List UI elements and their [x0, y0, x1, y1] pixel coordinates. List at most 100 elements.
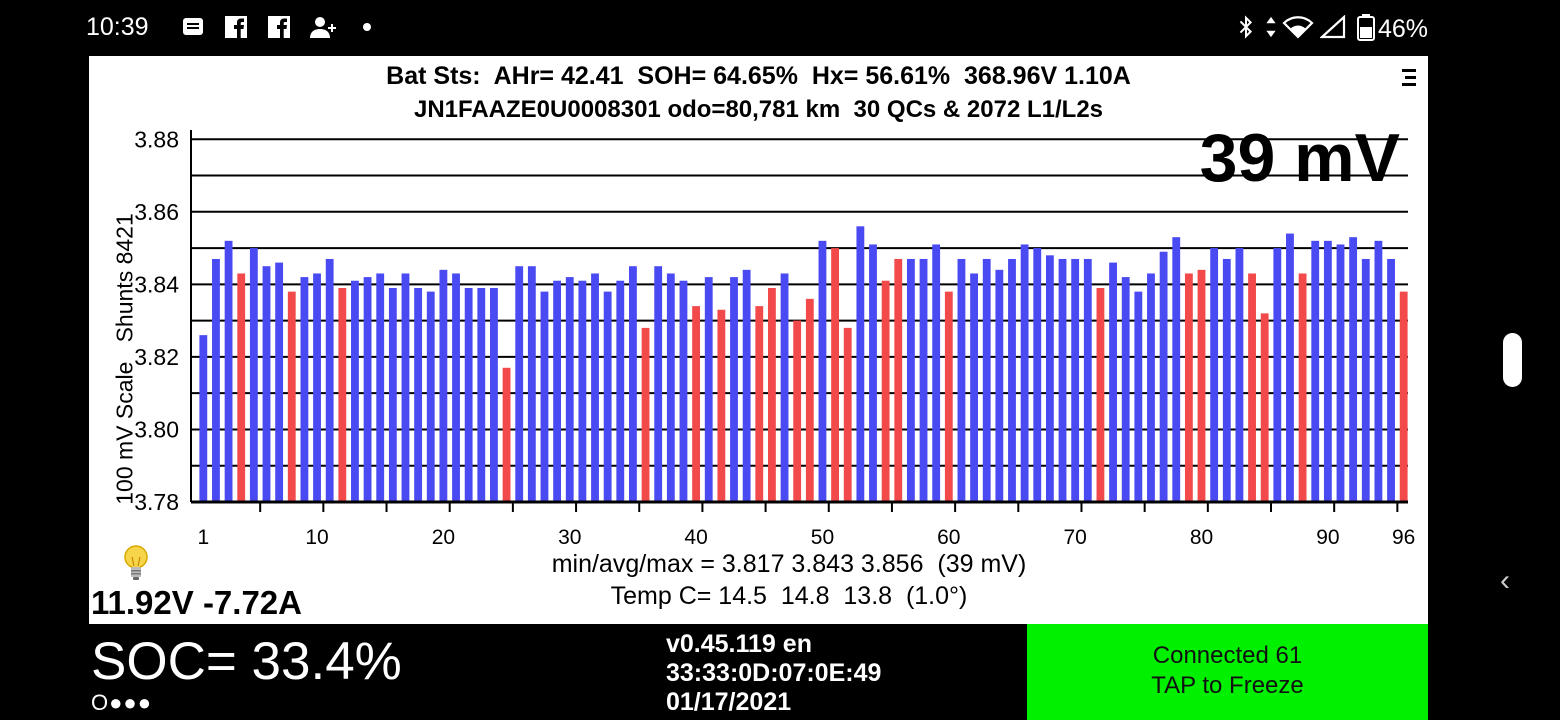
current-date: 01/17/2021 [666, 688, 792, 716]
x-tick-label: 40 [684, 526, 707, 546]
y-tick-label: 3.78 [134, 489, 179, 515]
cell-bar [767, 287, 776, 502]
signal-icon [1320, 15, 1346, 39]
lightbulb-icon[interactable] [121, 544, 151, 584]
x-tick-label: 90 [1316, 526, 1339, 546]
app-version: v0.45.119 en [666, 630, 812, 658]
cell-bar [780, 273, 789, 502]
cell-bar [1096, 287, 1105, 502]
tap-to-freeze-label: TAP to Freeze [1151, 672, 1304, 699]
message-icon [183, 18, 203, 35]
cell-bar [654, 266, 663, 502]
cell-bar [1399, 291, 1408, 502]
cell-bar [1210, 248, 1219, 502]
x-tick-label: 70 [1063, 526, 1086, 546]
cell-bar [1197, 269, 1206, 502]
vehicle-info-line: JN1FAAZE0U0008301 odo=80,781 km 30 QCs &… [413, 96, 1104, 123]
cell-bar [1020, 244, 1029, 502]
cell-bar [831, 248, 840, 502]
y-tick-label: 3.80 [134, 416, 179, 442]
cell-bar [401, 273, 410, 502]
dot-icon [363, 23, 371, 31]
cell-bar [982, 258, 991, 502]
cell-bar [376, 273, 385, 502]
cell-bar [452, 273, 460, 502]
cell-bar [1045, 255, 1054, 502]
cell-bar [275, 262, 284, 502]
cell-bar [1387, 258, 1395, 502]
y-tick-label: 3.86 [134, 199, 179, 225]
cell-bar [818, 240, 827, 502]
cell-bar [1260, 313, 1269, 502]
clock: 10:39 [86, 13, 149, 41]
cell-bar [1248, 273, 1256, 502]
cell-bar [1286, 233, 1294, 502]
y-tick-label: 3.88 [134, 126, 179, 152]
menu-icon[interactable] [1399, 66, 1419, 90]
wifi-icon [1282, 16, 1314, 39]
cell-bar [414, 287, 423, 502]
cell-bar [490, 287, 498, 502]
cell-bar [1222, 258, 1231, 502]
cell-bar [1033, 248, 1042, 502]
connection-status-button[interactable]: Connected 61 TAP to Freeze [1027, 624, 1428, 720]
status-bar: 10:39 46% [0, 0, 1560, 56]
cell-bar [464, 287, 473, 502]
x-tick-label: 1 [197, 526, 209, 546]
cell-bar [957, 258, 966, 502]
cell-bar [1121, 277, 1130, 502]
cell-bar [578, 280, 587, 502]
cell-bar [527, 266, 536, 502]
cell-bar [553, 280, 562, 502]
cell-bar [881, 280, 890, 502]
x-tick-label: 96 [1392, 526, 1415, 546]
cell-bar [1134, 291, 1143, 502]
cell-bar [388, 287, 397, 502]
cell-bar [313, 273, 321, 502]
cell-bar [843, 327, 852, 502]
cell-bar [224, 240, 233, 502]
y-tick-label: 3.84 [134, 271, 179, 297]
aux-battery-reading: 11.92V -7.72A [91, 584, 302, 621]
cell-bar [805, 298, 814, 502]
cell-bar [603, 291, 612, 502]
voltage-spread: 39 mV [1199, 120, 1400, 196]
cell-bar [944, 291, 953, 502]
x-tick-label: 50 [811, 526, 834, 546]
cell-bar [1172, 237, 1181, 502]
cell-voltage-panel[interactable]: Bat Sts: AHr= 42.41 SOH= 64.65% Hx= 56.6… [89, 56, 1428, 624]
battery-icon [1357, 14, 1375, 41]
cell-bar [591, 273, 599, 502]
cell-bar [856, 226, 865, 502]
x-tick-label: 60 [937, 526, 960, 546]
cell-bar [692, 306, 701, 502]
cell-bar [1336, 244, 1345, 502]
cell-bar [565, 277, 574, 502]
battery-percent: 46% [1378, 15, 1429, 43]
device-address: 33:33:0D:07:0E:49 [666, 659, 882, 687]
cell-bar [641, 327, 650, 502]
soc-indicator-dots: O●●● [91, 690, 152, 715]
cell-bar [1083, 258, 1092, 502]
cell-bar [906, 258, 915, 502]
cell-bar [1298, 273, 1307, 502]
cell-bar [363, 277, 372, 502]
scroll-handle[interactable] [1503, 333, 1522, 387]
add-contact-icon [310, 17, 336, 38]
cell-bar [1184, 273, 1193, 502]
soc-readout: SOC= 33.4% [91, 632, 402, 691]
back-chevron-icon[interactable]: ‹ [1500, 564, 1510, 597]
cell-bar [237, 273, 246, 502]
cell-bar [970, 273, 978, 502]
y-tick-label: 3.82 [134, 344, 179, 370]
cell-bar [262, 266, 271, 502]
cell-bar [325, 258, 334, 502]
cell-bar [730, 277, 738, 502]
x-tick-label: 30 [558, 526, 581, 546]
cell-bar [793, 320, 802, 502]
cell-voltage-chart: 3.78 3.80 3.82 3.84 3.86 3.88 1 10 20 30 40 50 60 70 8… [134, 126, 1415, 546]
cell-bar [666, 273, 675, 502]
cell-bar [1235, 248, 1244, 502]
cell-bar [199, 335, 208, 502]
cell-bar [869, 244, 877, 502]
